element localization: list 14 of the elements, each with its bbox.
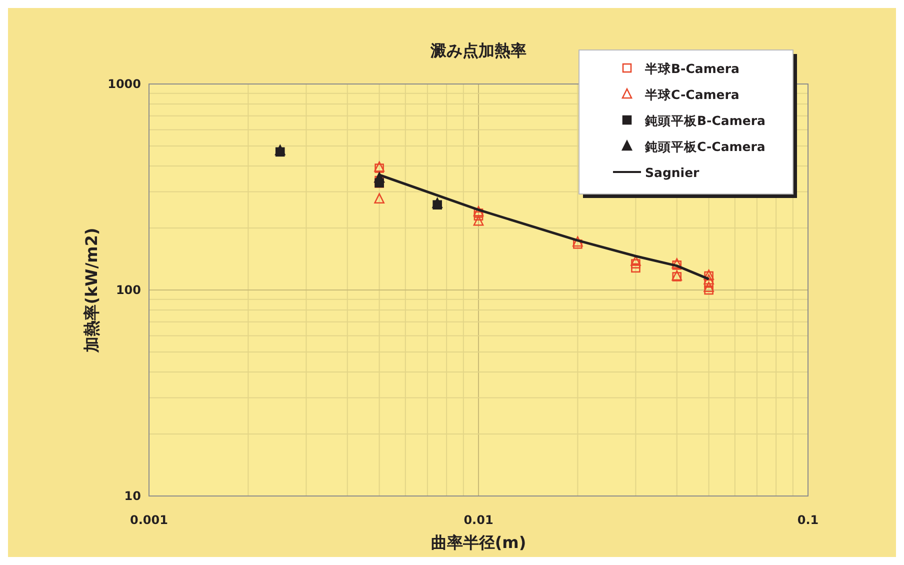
legend-label: 鈍頭平板C-Camera: [644, 139, 766, 154]
legend-label: 半球B-Camera: [644, 61, 740, 76]
legend-label: Sagnier: [645, 165, 700, 180]
y-tick-label: 100: [116, 283, 141, 297]
y-tick-label: 10: [124, 489, 141, 503]
x-axis-title: 曲率半径(m): [430, 533, 526, 552]
y-tick-label: 1000: [108, 77, 141, 91]
chart-title: 澱み点加熱率: [430, 41, 526, 60]
x-tick-label: 0.1: [797, 513, 819, 527]
legend-label: 鈍頭平板B-Camera: [644, 113, 766, 128]
y-axis-title: 加熱率(kW/m2): [82, 228, 101, 354]
legend-label: 半球C-Camera: [644, 87, 740, 102]
x-tick-label: 0.001: [130, 513, 168, 527]
x-tick-label: 0.01: [464, 513, 494, 527]
